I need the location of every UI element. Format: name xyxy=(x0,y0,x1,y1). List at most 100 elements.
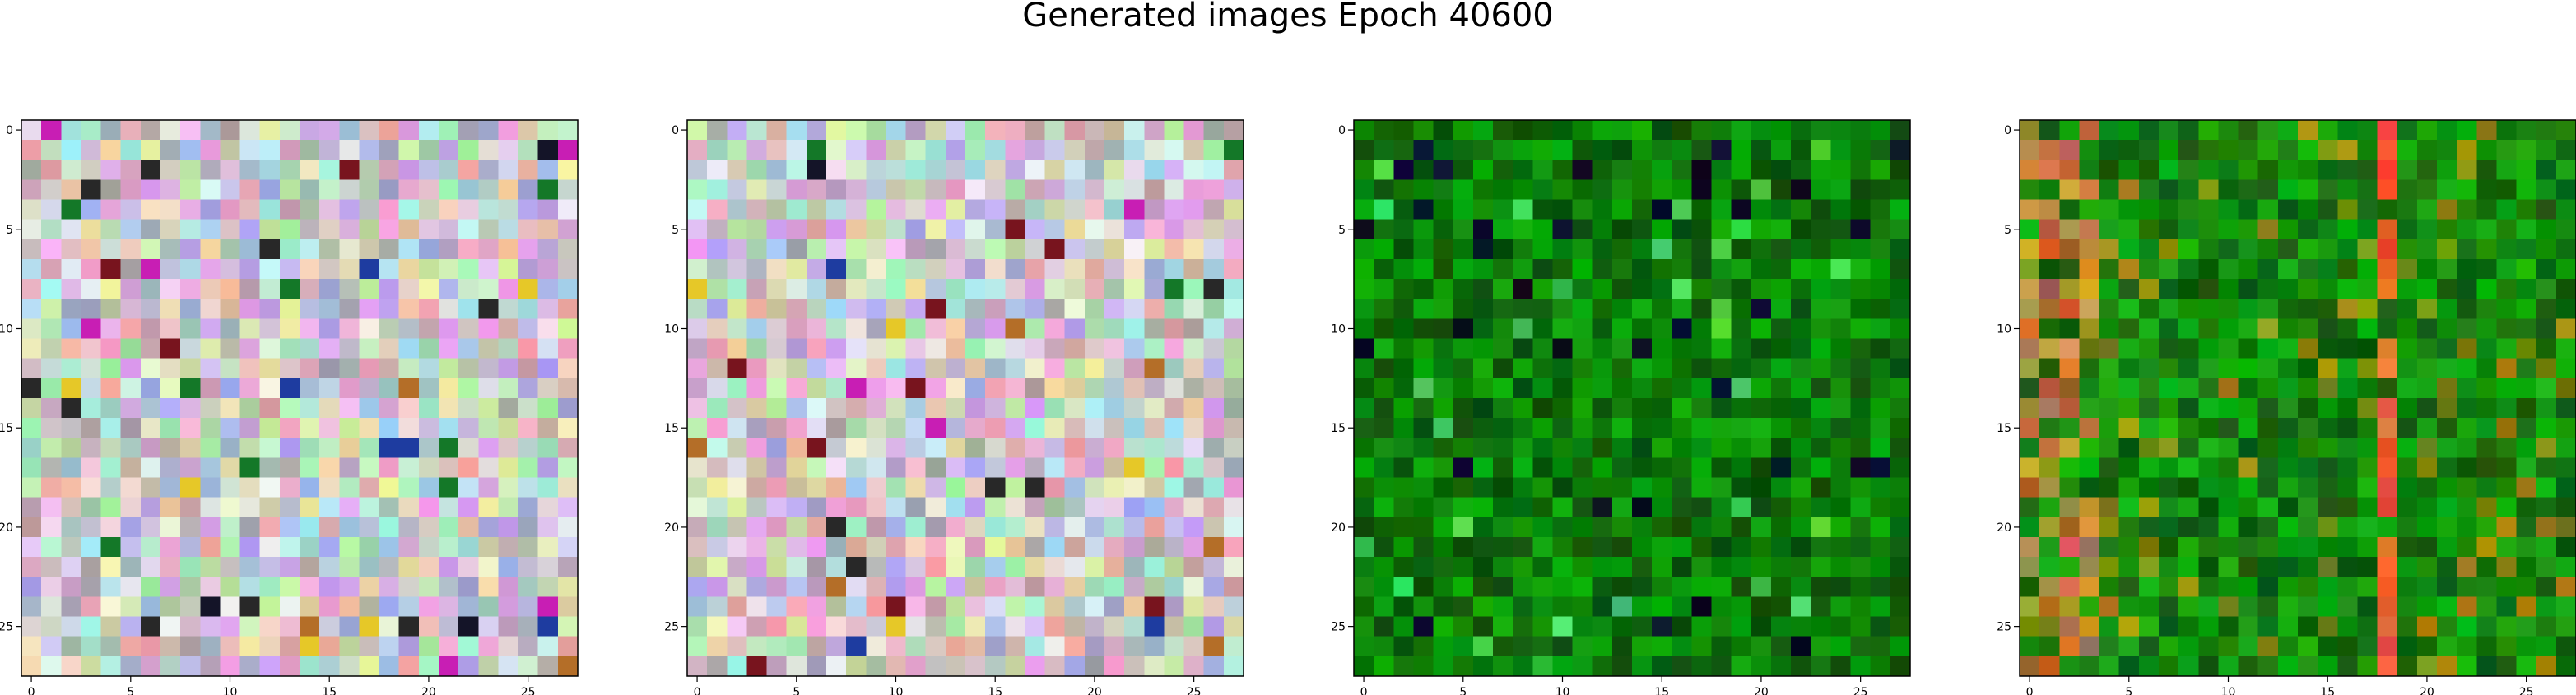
pixel-cell xyxy=(1751,279,1772,299)
pixel-cell xyxy=(1025,338,1046,359)
pixel-cell xyxy=(2138,279,2160,299)
pixel-cell xyxy=(398,497,420,518)
pixel-cell xyxy=(1771,656,1792,677)
pixel-cell xyxy=(826,418,847,438)
pixel-cell xyxy=(2079,418,2100,438)
pixel-cell xyxy=(300,577,320,597)
pixel-cell xyxy=(1433,596,1454,618)
pixel-cell xyxy=(439,318,459,340)
pixel-cell xyxy=(1592,199,1613,220)
pixel-cell xyxy=(1751,398,1772,419)
pixel-cell xyxy=(518,219,539,240)
pixel-cell xyxy=(1691,199,1713,220)
pixel-cell xyxy=(866,179,886,201)
pixel-cell xyxy=(2257,477,2279,498)
pixel-cell xyxy=(1870,259,1891,280)
pixel-cell xyxy=(439,179,459,201)
pixel-cell xyxy=(498,318,519,340)
pixel-cell xyxy=(1433,140,1454,160)
pixel-cell xyxy=(1044,279,1066,299)
pixel-cell xyxy=(1025,418,1046,438)
pixel-cell xyxy=(2198,239,2219,260)
pixel-cell xyxy=(2138,537,2160,558)
pixel-cell xyxy=(259,140,281,160)
pixel-cell xyxy=(886,656,907,677)
pixel-cell xyxy=(1164,160,1185,180)
pixel-cell xyxy=(220,636,241,657)
pixel-cell xyxy=(439,457,459,479)
pixel-cell xyxy=(200,120,221,141)
pixel-cell xyxy=(160,299,181,319)
pixel-cell xyxy=(1223,358,1244,379)
pixel-cell xyxy=(319,338,340,359)
pixel-cell xyxy=(1711,318,1732,340)
pixel-cell xyxy=(1870,557,1891,577)
pixel-cell xyxy=(518,398,539,419)
pixel-cell xyxy=(2318,239,2338,260)
pixel-cell xyxy=(2198,318,2219,340)
pixel-cell xyxy=(1811,656,1831,677)
pixel-cell xyxy=(2496,656,2518,677)
pixel-cell xyxy=(100,497,122,518)
pixel-cell xyxy=(1393,199,1414,220)
pixel-cell xyxy=(1830,358,1852,379)
pixel-cell xyxy=(786,299,807,319)
pixel-cell xyxy=(1064,259,1086,280)
pixel-cell xyxy=(2218,517,2239,538)
pixel-cell xyxy=(2416,318,2438,340)
pixel-cell xyxy=(1572,477,1593,498)
pixel-cell xyxy=(1413,239,1434,260)
pixel-cell xyxy=(537,279,559,299)
pixel-cell xyxy=(2198,438,2219,458)
pixel-cell xyxy=(1223,259,1244,280)
pixel-cell xyxy=(707,259,728,280)
pixel-cell xyxy=(1672,497,1692,518)
pixel-cell xyxy=(687,418,708,438)
pixel-cell xyxy=(2277,457,2299,479)
pixel-cell xyxy=(418,596,439,618)
pixel-cell xyxy=(1493,338,1514,359)
pixel-cell xyxy=(1044,199,1066,220)
pixel-cell xyxy=(2218,239,2239,260)
pixel-cell xyxy=(279,477,300,498)
pixel-cell xyxy=(2257,299,2279,319)
pixel-cell xyxy=(1025,219,1046,240)
pixel-cell xyxy=(1164,318,1185,340)
pixel-cell xyxy=(498,378,519,399)
pixel-cell xyxy=(1374,537,1394,558)
pixel-cell xyxy=(2159,517,2179,538)
pixel-cell xyxy=(707,318,728,340)
pixel-cell xyxy=(2020,398,2040,419)
pixel-cell xyxy=(2238,557,2259,577)
pixel-cell xyxy=(21,577,42,597)
pixel-cell xyxy=(1203,239,1225,260)
pixel-cell xyxy=(2118,497,2140,518)
pixel-cell xyxy=(1632,438,1653,458)
pixel-cell xyxy=(1672,656,1692,677)
pixel-cell xyxy=(1374,497,1394,518)
pixel-cell xyxy=(786,338,807,359)
pixel-cell xyxy=(458,616,479,637)
pixel-cell xyxy=(866,418,886,438)
pixel-cell xyxy=(826,596,847,618)
pixel-cell xyxy=(2238,160,2259,180)
pixel-cell xyxy=(1493,358,1514,379)
pixel-cell xyxy=(2178,398,2199,419)
pixel-cell xyxy=(41,199,62,220)
pixel-cell xyxy=(1025,656,1046,677)
pixel-cell xyxy=(2337,140,2358,160)
pixel-cell xyxy=(2397,160,2418,180)
pixel-cell xyxy=(2218,279,2239,299)
pixel-cell xyxy=(687,477,708,498)
pixel-cell xyxy=(1203,299,1225,319)
pixel-cell xyxy=(1532,477,1553,498)
pixel-cell xyxy=(279,378,300,399)
pixel-cell xyxy=(1453,338,1474,359)
pixel-cell xyxy=(1203,219,1225,240)
pixel-cell xyxy=(1064,616,1086,637)
pixel-cell xyxy=(1064,577,1086,597)
pixel-cell xyxy=(1830,457,1852,479)
pixel-cell xyxy=(1830,398,1852,419)
pixel-cell xyxy=(398,279,420,299)
pixel-cell xyxy=(439,557,459,577)
